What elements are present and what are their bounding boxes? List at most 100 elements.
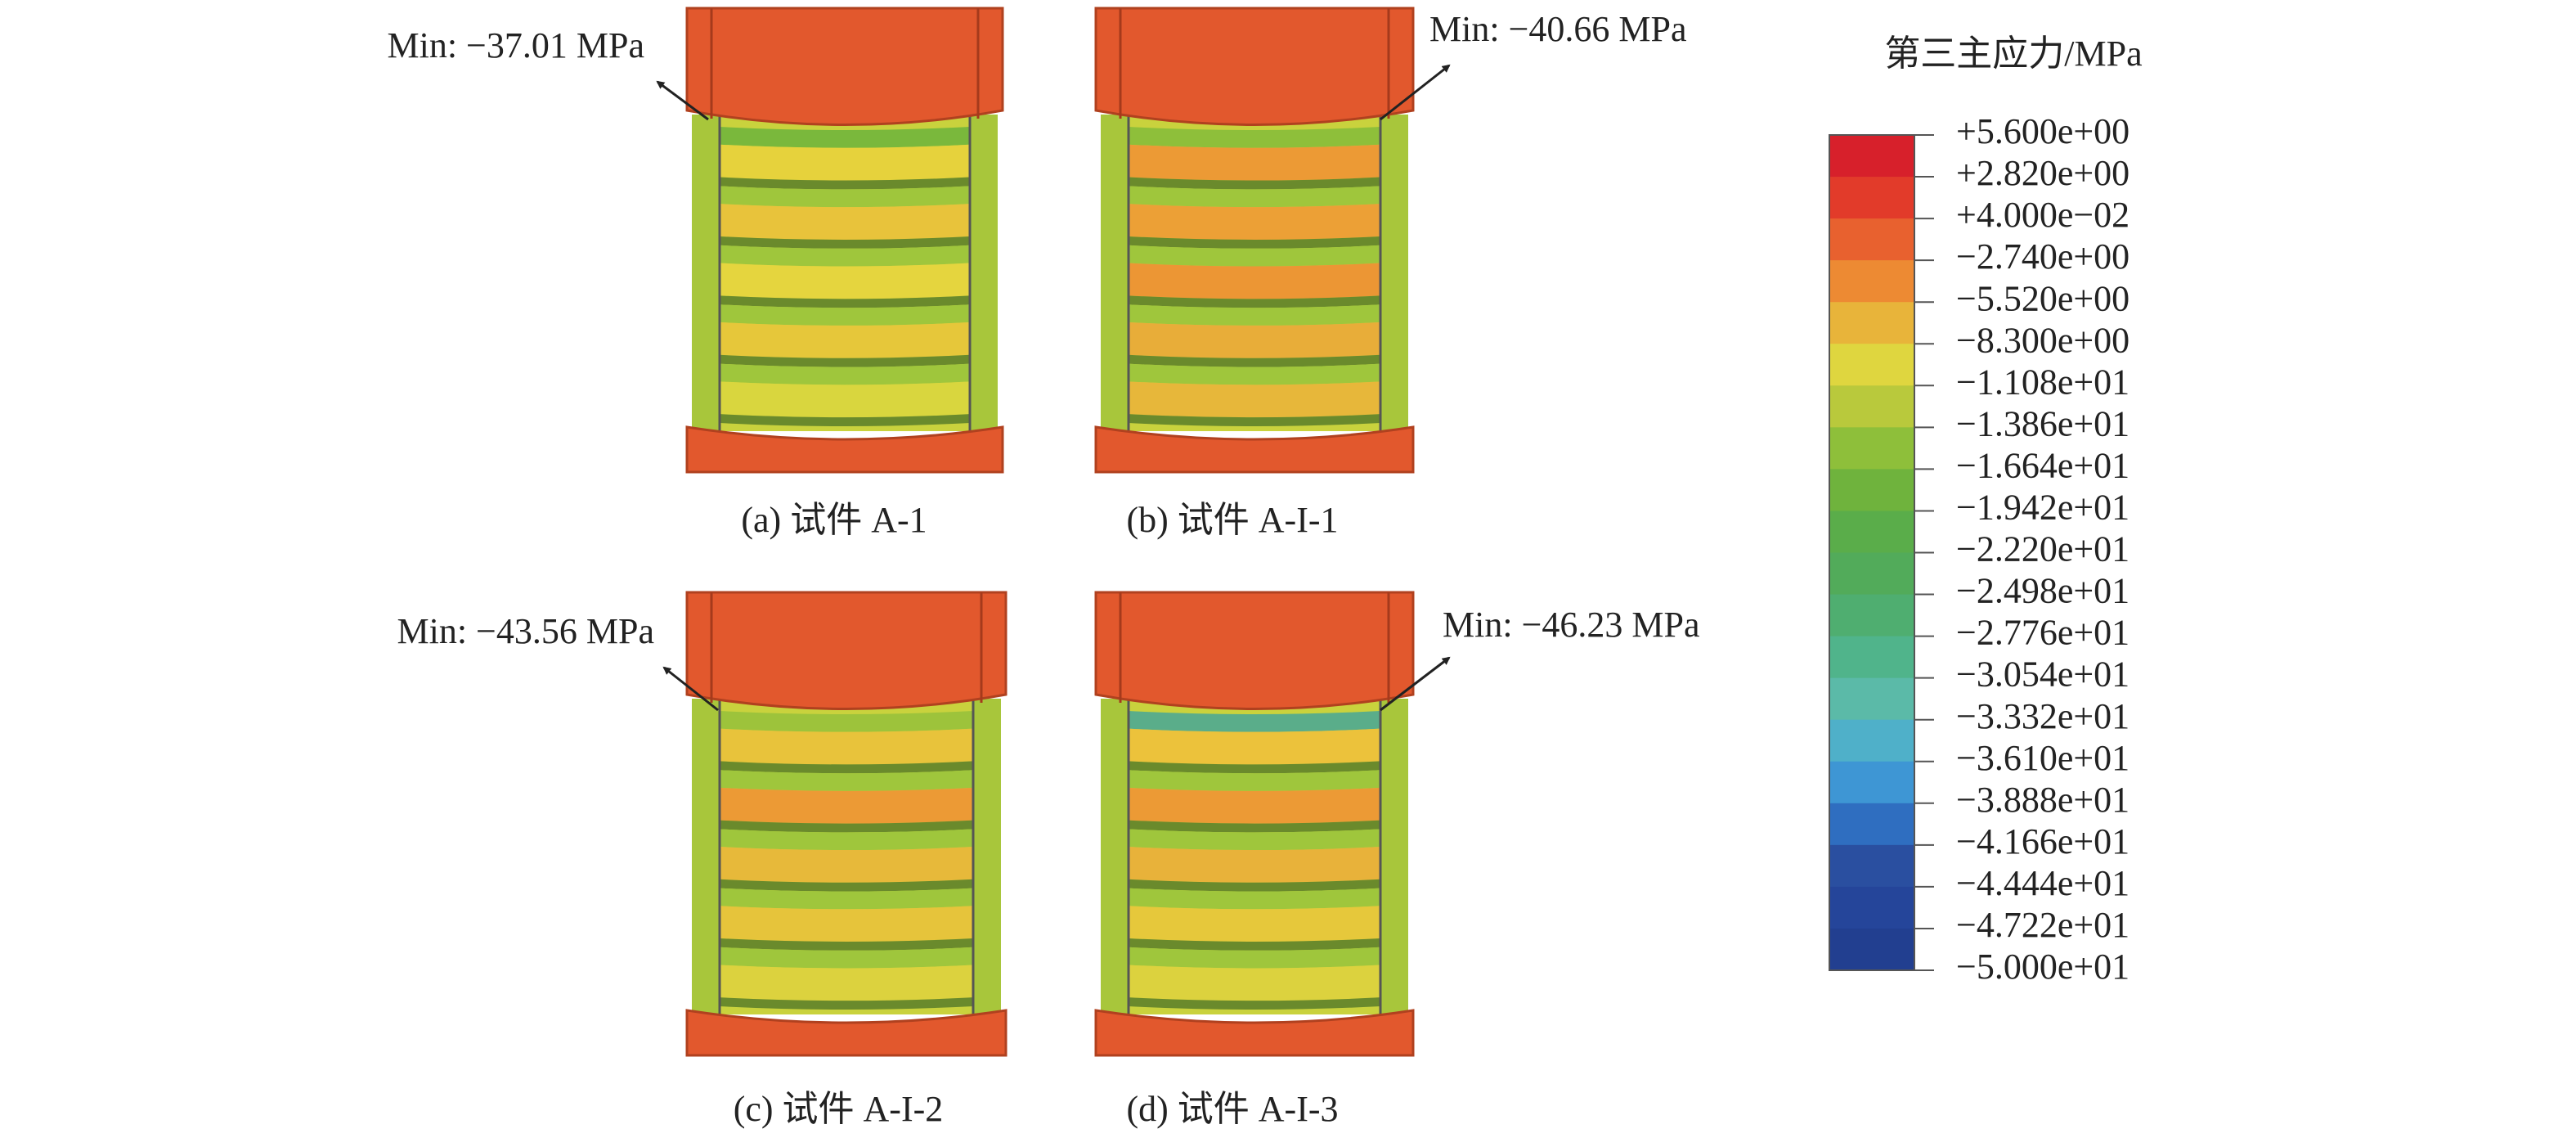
stripe-middle [720, 322, 970, 358]
stripe-lower [1129, 414, 1380, 426]
colorbar-segment [1829, 886, 1914, 929]
colorbar-segment [1829, 761, 1914, 804]
colorbar-label: −2.776e+01 [1956, 613, 2129, 653]
stripe-upper [720, 770, 973, 791]
colorbar-label: +2.820e+00 [1956, 153, 2129, 193]
stripe-middle [720, 204, 970, 240]
colorbar-segment [1829, 469, 1914, 511]
stripe-middle [1129, 847, 1380, 883]
side-right [1380, 115, 1408, 431]
contour-plot [685, 591, 1008, 1057]
stripe-middle [1129, 144, 1380, 181]
stripe-upper [720, 245, 970, 267]
stripe-middle [720, 906, 973, 942]
stripe-upper [1129, 186, 1380, 208]
stripe-lower [1129, 177, 1380, 190]
stripe-lower [1129, 879, 1380, 892]
colorbar-segment [1829, 302, 1914, 344]
colorbar-label: −3.610e+01 [1956, 738, 2129, 778]
stripe-lower [720, 879, 973, 892]
colorbar-label: −2.498e+01 [1956, 571, 2129, 611]
colorbar-segment [1829, 177, 1914, 219]
colorbar-segment [1829, 719, 1914, 762]
colorbar-label: −1.108e+01 [1956, 362, 2129, 402]
top-cap [685, 591, 1008, 710]
min-arrow [1380, 64, 1451, 121]
side-left [1101, 699, 1129, 1014]
stripe-middle [720, 381, 970, 418]
colorbar-segment [1829, 511, 1914, 553]
side-left [692, 115, 720, 431]
stripe-lower [720, 938, 973, 951]
colorbar-label: −8.300e+00 [1956, 320, 2129, 360]
min-arrow [1380, 656, 1451, 712]
colorbar-label: −2.220e+01 [1956, 529, 2129, 569]
panel-caption: (a) 试件 A-1 [741, 500, 927, 540]
stripe-lower [1129, 997, 1380, 1010]
colorbar-label: −2.740e+00 [1956, 236, 2129, 277]
stripe-middle [1129, 906, 1380, 942]
colorbar-segment [1829, 594, 1914, 637]
stripe-upper [720, 947, 973, 969]
min-label: Min: −46.23 MPa [1443, 605, 1700, 645]
stripe-middle [720, 787, 973, 824]
colorbar-label: −4.444e+01 [1956, 863, 2129, 903]
colorbar-segment [1829, 344, 1914, 386]
colorbar-segment [1829, 636, 1914, 679]
colorbar-label: −5.520e+00 [1956, 278, 2129, 318]
colorbar-label: −5.000e+01 [1956, 947, 2129, 987]
contour-plot [685, 7, 1004, 474]
contour-plot [1094, 591, 1415, 1057]
min-label: Min: −37.01 MPa [387, 25, 644, 65]
colorbar-label: +5.600e+00 [1956, 111, 2129, 151]
colorbar-segment [1829, 803, 1914, 846]
colorbar-label: −1.942e+01 [1956, 488, 2129, 528]
stripe-middle [720, 728, 973, 765]
colorbar-label: −1.664e+01 [1956, 445, 2129, 485]
top-cap [1094, 591, 1415, 710]
stripe-middle [720, 965, 973, 1001]
stripe-lower [1129, 761, 1380, 774]
stripe-lower [720, 414, 970, 426]
side-right [970, 115, 998, 431]
colorbar-label: +4.000e−02 [1956, 195, 2129, 235]
side-left [1101, 115, 1129, 431]
min-arrow [656, 80, 709, 121]
stripe-upper [720, 304, 970, 326]
stripe-upper [720, 127, 970, 148]
bottom-cap [1094, 1009, 1415, 1057]
legend-title: 第三主应力/MPa [1884, 34, 2142, 74]
stripe-upper [720, 186, 970, 208]
stripe-upper [1129, 711, 1380, 732]
stripe-middle [1129, 322, 1380, 358]
stripe-upper [720, 829, 973, 851]
min-label: Min: −40.66 MPa [1429, 9, 1687, 49]
stripe-upper [720, 363, 970, 385]
stripe-lower [720, 354, 970, 367]
top-cap [1094, 7, 1415, 126]
side-right [1380, 699, 1408, 1014]
stripe-upper [1129, 770, 1380, 791]
stripe-middle [1129, 965, 1380, 1001]
colorbar-segment [1829, 385, 1914, 428]
stripe-lower [720, 997, 973, 1010]
colorbar-segment [1829, 260, 1914, 303]
colorbar-label: −1.386e+01 [1956, 403, 2129, 443]
stripe-middle [720, 847, 973, 883]
stripe-upper [1129, 304, 1380, 326]
stripe-upper [1129, 829, 1380, 851]
colorbar-label: −3.888e+01 [1956, 780, 2129, 820]
colorbar-segment [1829, 844, 1914, 888]
stripe-middle [1129, 728, 1380, 765]
top-cap [685, 7, 1004, 126]
stripe-upper [1129, 127, 1380, 148]
stripe-middle [1129, 787, 1380, 824]
stripe-middle [1129, 381, 1380, 418]
bottom-cap [1094, 425, 1415, 474]
stripe-lower [1129, 820, 1380, 833]
stripe-upper [1129, 245, 1380, 267]
panel-caption: (b) 试件 A-I-1 [1126, 500, 1338, 540]
min-arrow [662, 666, 719, 712]
